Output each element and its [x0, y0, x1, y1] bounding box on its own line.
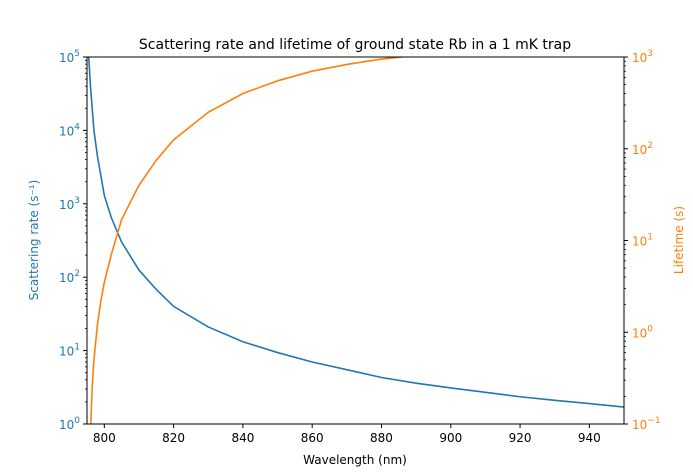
plot-frame: [86, 56, 625, 425]
y-left-tick-label: 100: [59, 416, 80, 432]
y-right-tick-label: 10−1: [632, 416, 661, 432]
y-axis-left: 100 101 102 103 104 105: [59, 49, 87, 432]
x-tick-label: 880: [370, 431, 393, 445]
y-right-tick-label: 103: [632, 49, 653, 65]
y-left-tick-label: 104: [59, 122, 80, 138]
y-left-tick-label: 101: [59, 343, 80, 359]
y-right-tick-label: 101: [632, 233, 653, 249]
chart-title: Scattering rate and lifetime of ground s…: [139, 37, 571, 53]
x-tick-label: 840: [231, 431, 254, 445]
x-tick-label: 800: [93, 431, 116, 445]
x-tick-label: 820: [162, 431, 185, 445]
lifetime-line: [90, 57, 403, 424]
x-tick-label: 920: [509, 431, 532, 445]
y-right-tick-label: 100: [632, 324, 653, 340]
y-left-tick-label: 105: [59, 49, 80, 65]
y-axis-right-label: Lifetime (s): [672, 206, 686, 274]
y-axis-left-label: Scattering rate (s⁻¹): [27, 180, 41, 301]
y-right-tick-label: 102: [632, 141, 653, 157]
y-left-tick-label: 103: [59, 196, 80, 212]
y-left-tick-label: 102: [59, 269, 80, 285]
x-tick-label: 860: [301, 431, 324, 445]
x-tick-label: 940: [578, 431, 601, 445]
series-layer: [87, 57, 624, 424]
scattering-rate-line: [87, 57, 624, 408]
x-tick-label: 900: [439, 431, 462, 445]
y-axis-right: 10−1 100 101 102 103: [624, 49, 661, 432]
x-axis: 800 820 840 860 880 900 920 940: [93, 424, 601, 445]
x-axis-label: Wavelength (nm): [303, 453, 407, 467]
